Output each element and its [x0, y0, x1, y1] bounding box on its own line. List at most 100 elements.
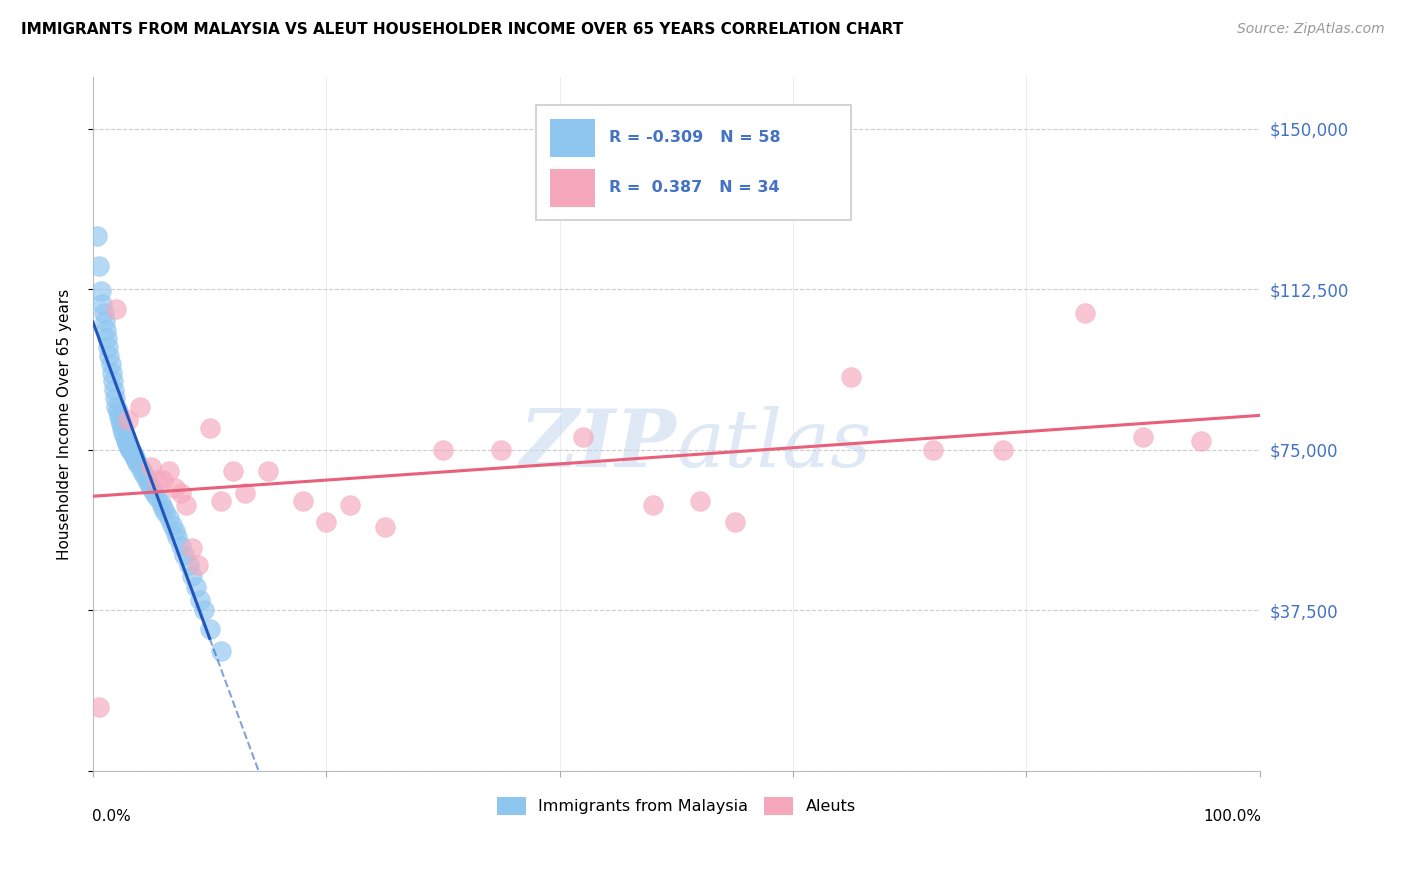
Point: [121, 445, 143, 459]
Point: [121, 447, 143, 461]
FancyBboxPatch shape: [550, 119, 595, 157]
Point: [922, 442, 945, 457]
Point: [86, 228, 108, 243]
Point: [105, 301, 128, 316]
Point: [128, 459, 150, 474]
Point: [339, 499, 361, 513]
Point: [138, 477, 160, 491]
Text: 100.0%: 100.0%: [1204, 809, 1261, 824]
Point: [100, 366, 122, 380]
Point: [93, 314, 115, 328]
Point: [117, 438, 139, 452]
Point: [233, 485, 256, 500]
Point: [124, 451, 146, 466]
Point: [117, 413, 139, 427]
Point: [125, 453, 148, 467]
Point: [98, 349, 121, 363]
Point: [689, 494, 711, 508]
Point: [572, 430, 595, 444]
Point: [209, 644, 232, 658]
Point: [142, 485, 165, 500]
Point: [188, 592, 211, 607]
Point: [1132, 430, 1154, 444]
FancyBboxPatch shape: [550, 169, 595, 207]
Point: [141, 459, 163, 474]
Point: [176, 499, 198, 513]
Point: [90, 285, 112, 299]
Point: [96, 331, 118, 345]
Point: [173, 548, 195, 562]
Point: [315, 516, 337, 530]
Point: [118, 441, 141, 455]
Point: [107, 404, 129, 418]
Point: [152, 473, 174, 487]
Point: [114, 434, 136, 449]
Text: IMMIGRANTS FROM MALAYSIA VS ALEUT HOUSEHOLDER INCOME OVER 65 YEARS CORRELATION C: IMMIGRANTS FROM MALAYSIA VS ALEUT HOUSEH…: [21, 22, 903, 37]
Point: [193, 603, 215, 617]
Point: [107, 409, 129, 423]
Point: [169, 485, 191, 500]
Point: [110, 417, 132, 431]
Point: [163, 481, 186, 495]
Text: R = -0.309   N = 58: R = -0.309 N = 58: [609, 130, 780, 145]
Point: [127, 456, 149, 470]
Point: [155, 505, 177, 519]
Point: [184, 580, 207, 594]
Point: [105, 400, 128, 414]
Point: [93, 306, 115, 320]
Point: [724, 516, 747, 530]
Point: [91, 297, 114, 311]
Point: [111, 421, 134, 435]
Point: [163, 524, 186, 538]
Point: [128, 400, 150, 414]
Point: [94, 323, 117, 337]
Point: [87, 259, 110, 273]
Point: [104, 392, 127, 406]
Point: [97, 340, 120, 354]
Point: [169, 539, 191, 553]
Point: [157, 464, 180, 478]
Point: [166, 531, 188, 545]
Point: [122, 449, 145, 463]
Point: [115, 436, 138, 450]
Point: [112, 425, 135, 440]
Point: [100, 357, 122, 371]
Text: 0.0%: 0.0%: [91, 809, 131, 824]
Point: [181, 541, 204, 556]
Point: [157, 511, 180, 525]
Point: [187, 558, 209, 573]
Text: atlas: atlas: [676, 406, 872, 483]
Point: [491, 442, 513, 457]
Point: [432, 442, 454, 457]
Point: [209, 494, 232, 508]
Point: [135, 473, 157, 487]
Point: [141, 481, 163, 495]
Legend: Immigrants from Malaysia, Aleuts: Immigrants from Malaysia, Aleuts: [491, 790, 862, 822]
Point: [374, 520, 396, 534]
Point: [101, 374, 124, 388]
Point: [222, 464, 245, 478]
Point: [108, 413, 131, 427]
Point: [131, 464, 153, 478]
Point: [149, 496, 172, 510]
Y-axis label: Householder Income Over 65 years: Householder Income Over 65 years: [58, 288, 72, 559]
Text: R =  0.387   N = 34: R = 0.387 N = 34: [609, 180, 779, 195]
Point: [1073, 306, 1095, 320]
Text: ZIP: ZIP: [519, 406, 676, 483]
Point: [134, 468, 156, 483]
Point: [198, 623, 221, 637]
Point: [146, 490, 169, 504]
Text: Source: ZipAtlas.com: Source: ZipAtlas.com: [1237, 22, 1385, 37]
Point: [87, 699, 110, 714]
Point: [292, 494, 315, 508]
FancyBboxPatch shape: [536, 105, 852, 219]
Point: [120, 442, 142, 457]
Point: [991, 442, 1014, 457]
Point: [641, 499, 664, 513]
Point: [152, 500, 174, 515]
Point: [114, 430, 136, 444]
Point: [198, 421, 221, 435]
Point: [162, 517, 184, 532]
Point: [146, 473, 169, 487]
Point: [257, 464, 280, 478]
